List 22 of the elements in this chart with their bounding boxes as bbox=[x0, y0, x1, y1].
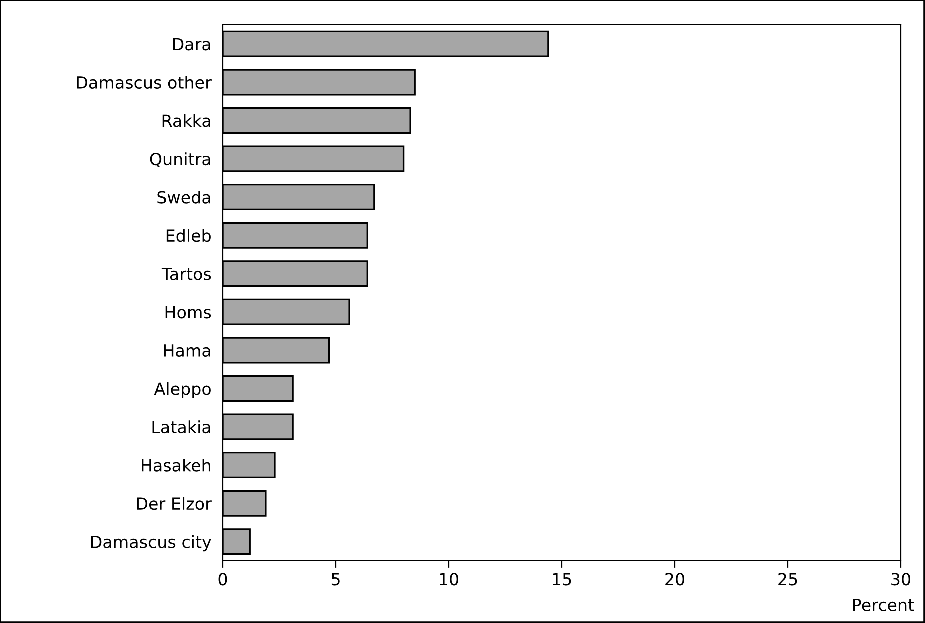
x-axis-title: Percent bbox=[854, 599, 914, 612]
y-tick-label: Aleppo bbox=[154, 382, 211, 399]
y-tick-label: Latakia bbox=[152, 420, 210, 434]
y-tick-label: Der Elzor bbox=[137, 497, 212, 510]
y-tick-label: Tartos bbox=[162, 268, 212, 280]
x-tick-label: 20 bbox=[666, 573, 684, 586]
x-tick-label: 5 bbox=[332, 573, 340, 586]
x-tick-label: 30 bbox=[892, 573, 910, 586]
y-tick-label: Qunitra bbox=[150, 152, 210, 168]
y-tick-label: Hasakeh bbox=[142, 458, 210, 472]
y-tick-label: Edleb bbox=[166, 229, 211, 242]
y-tick-label: Hama bbox=[164, 344, 210, 357]
x-tick-label: 0 bbox=[218, 573, 228, 586]
x-tick-label: 10 bbox=[440, 573, 458, 586]
y-tick-label: Dara bbox=[173, 38, 210, 51]
y-tick-label: Homs bbox=[166, 306, 212, 319]
x-tick-label: 15 bbox=[553, 573, 572, 586]
y-tick-label: Sweda bbox=[158, 190, 210, 204]
y-tick-label: Rakka bbox=[162, 114, 210, 128]
x-tick-label: 25 bbox=[778, 573, 798, 586]
y-tick-label: Damascus other bbox=[77, 76, 212, 89]
y-tick-label: Damascus city bbox=[91, 536, 212, 552]
